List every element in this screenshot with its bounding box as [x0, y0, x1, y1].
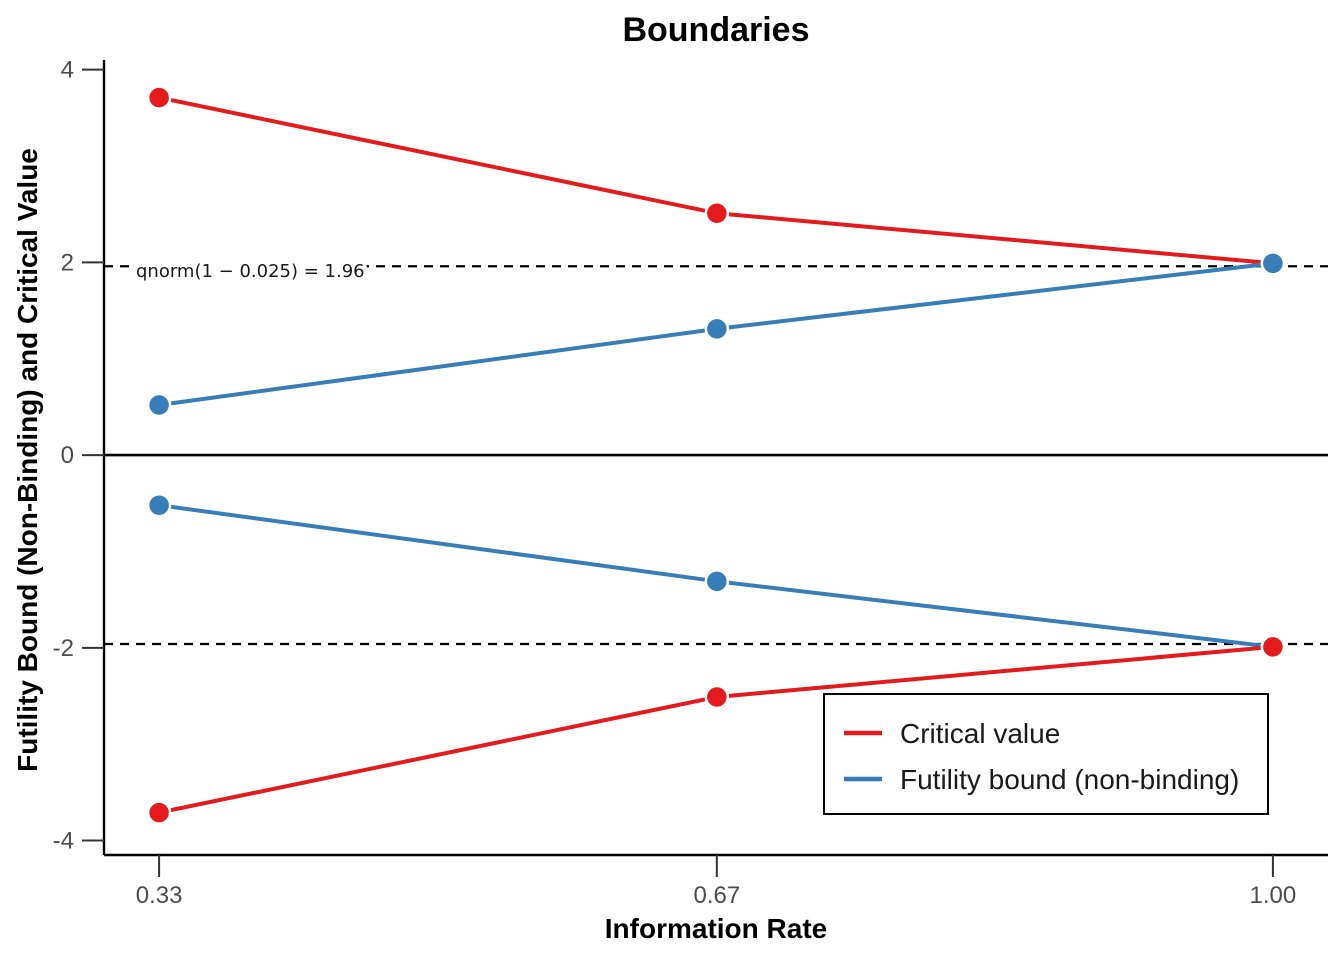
- reference-lines: [104, 265, 1328, 646]
- data-point: [146, 392, 172, 418]
- critical-value-annotation: qnorm(1 − 0.025) = 1.96: [136, 261, 365, 282]
- x-tick-label: 0.67: [693, 882, 740, 909]
- data-point: [1260, 634, 1286, 660]
- legend-label: Critical value: [900, 718, 1060, 749]
- y-axis-title: Futility Bound (Non-Binding) and Critica…: [12, 148, 43, 772]
- y-tick-label: 2: [61, 249, 74, 276]
- data-point: [704, 200, 730, 226]
- chart-title: Boundaries: [622, 11, 809, 49]
- x-tick-label: 1.00: [1250, 882, 1297, 909]
- legend: Critical value Futility bound (non-bindin…: [823, 693, 1269, 815]
- data-point: [704, 684, 730, 710]
- y-tick-label: -2: [53, 635, 74, 662]
- data-point: [146, 85, 172, 110]
- data-point: [704, 316, 730, 342]
- axes: 4 2 0 -2 -4 0.33 0.67 1.00: [53, 57, 1328, 909]
- x-tick-label: 0.33: [136, 882, 183, 909]
- data-point: [146, 492, 172, 518]
- y-tick-label: 0: [61, 442, 74, 469]
- series: [146, 85, 1286, 825]
- legend-box: [823, 693, 1269, 815]
- y-tick-label: 4: [61, 57, 74, 84]
- legend-label: Futility bound (non-binding): [900, 764, 1239, 795]
- annotation-background: [134, 261, 367, 282]
- series-line: [158, 95, 1274, 266]
- data-point: [146, 800, 172, 825]
- data-point: [1260, 251, 1286, 276]
- data-point: [704, 569, 730, 594]
- x-axis-title: Information Rate: [605, 913, 827, 944]
- y-tick-label: -4: [53, 828, 74, 855]
